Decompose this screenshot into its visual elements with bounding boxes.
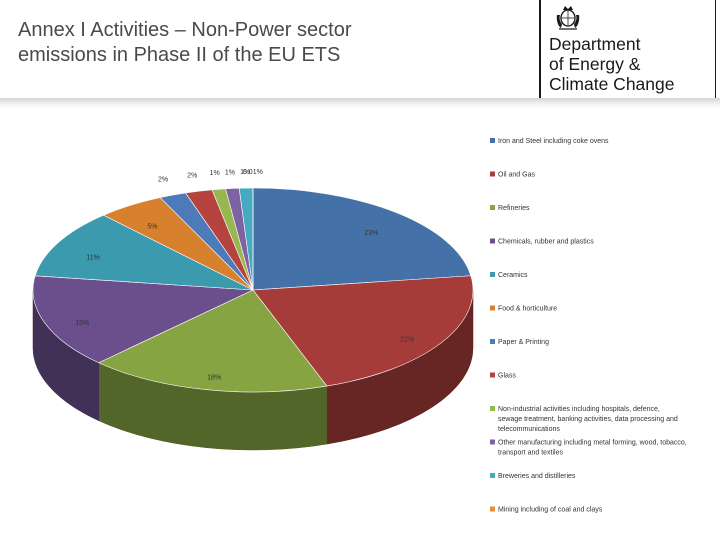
pie-data-labels: 23%22%18%15%11%5%2%2% 1% 1% 1%0.01% (75, 169, 414, 382)
pie-label-7: 2% (158, 177, 168, 184)
legend-item-9: Non-industrial activities including hosp… (490, 406, 678, 433)
legend-swatch-3 (490, 205, 495, 210)
legend-label-2: Oil and Gas (498, 172, 535, 179)
legend-label-8: Glass (498, 373, 516, 380)
legend-item-5: Ceramics (490, 272, 528, 279)
logo-line-2: of Energy & (549, 54, 641, 74)
pie-label-9: 1% (210, 170, 220, 177)
department-logo: Department of Energy & Climate Change (549, 34, 709, 94)
legend-label-4: Chemicals, rubber and plastics (498, 239, 594, 246)
slide-title: Annex I Activities – Non-Power sector em… (18, 18, 458, 68)
legend-item-4: Chemicals, rubber and plastics (490, 238, 594, 246)
pie-label-2: 22% (400, 336, 414, 343)
legend-swatch-4 (490, 238, 495, 244)
legend-swatch-6 (490, 305, 495, 311)
legend-item-8: Glass (490, 372, 516, 380)
legend-item-12: Mining including of coal and clays (490, 506, 603, 514)
legend-item-2: Oil and Gas (490, 171, 535, 179)
slide-title-line-2: emissions in Phase II of the EU ETS (18, 44, 341, 66)
legend-label-10: Other manufacturing including metal form… (498, 440, 687, 457)
legend-label-3: Refineries (498, 205, 530, 212)
pie-label-5: 11% (86, 254, 100, 261)
pie-slice-5 (34, 214, 254, 291)
slide-title-line-1: Annex I Activities – Non-Power sector (18, 19, 352, 41)
legend-item-6: Food & horticulture (490, 305, 557, 313)
legend-swatch-2 (490, 171, 495, 177)
legend-item-10: Other manufacturing including metal form… (490, 439, 687, 457)
pie-label-3: 18% (207, 375, 221, 382)
legend-label-1: Iron and Steel including coke ovens (498, 138, 609, 145)
legend-swatch-8 (490, 372, 495, 378)
logo-line-3: Climate Change (549, 74, 675, 94)
legend-label-5: Ceramics (498, 272, 528, 279)
pie-slices (32, 187, 474, 393)
legend-swatch-10 (490, 439, 495, 445)
pie-label-8: 2% (187, 172, 197, 179)
legend-label-6: Food & horticulture (498, 306, 557, 313)
pie-label-1: 23% (364, 230, 378, 237)
pie-slice-3 (97, 289, 328, 393)
legend-label-12: Mining including of coal and clays (498, 507, 603, 514)
pie-slice-1 (252, 187, 472, 291)
legend-item-3: Refineries (490, 205, 530, 212)
legend-label-7: Paper & Printing (498, 339, 549, 346)
legend-swatch-7 (490, 339, 495, 344)
pie-slice-4 (32, 275, 255, 364)
pie-label-4: 15% (75, 320, 89, 327)
legend-swatch-11 (490, 473, 495, 478)
legend-swatch-1 (490, 138, 495, 143)
legend-item-1: Iron and Steel including coke ovens (490, 138, 609, 145)
legend-label-11: Breweries and distilleries (498, 473, 576, 480)
pie-label-11: 1% (240, 169, 250, 176)
header-divider (0, 98, 720, 108)
legend-swatch-5 (490, 272, 495, 277)
legend-label-9: Non-industrial activities including hosp… (498, 406, 678, 433)
chart-legend: Iron and Steel including coke ovens Oil a… (490, 138, 687, 514)
logo-divider-right (715, 0, 716, 98)
legend-item-11: Breweries and distilleries (490, 473, 576, 480)
logo-divider-left (539, 0, 541, 98)
pie-label-6: 5% (147, 224, 157, 231)
legend-item-7: Paper & Printing (490, 339, 549, 346)
logo-line-1: Department (549, 34, 641, 54)
pie-slice-2 (252, 275, 474, 387)
royal-crest-icon (556, 6, 580, 30)
legend-swatch-9 (490, 406, 495, 411)
pie-label-12: 0.01% (243, 169, 263, 176)
legend-swatch-12 (490, 506, 495, 512)
pie-label-10: 1% (225, 169, 235, 176)
